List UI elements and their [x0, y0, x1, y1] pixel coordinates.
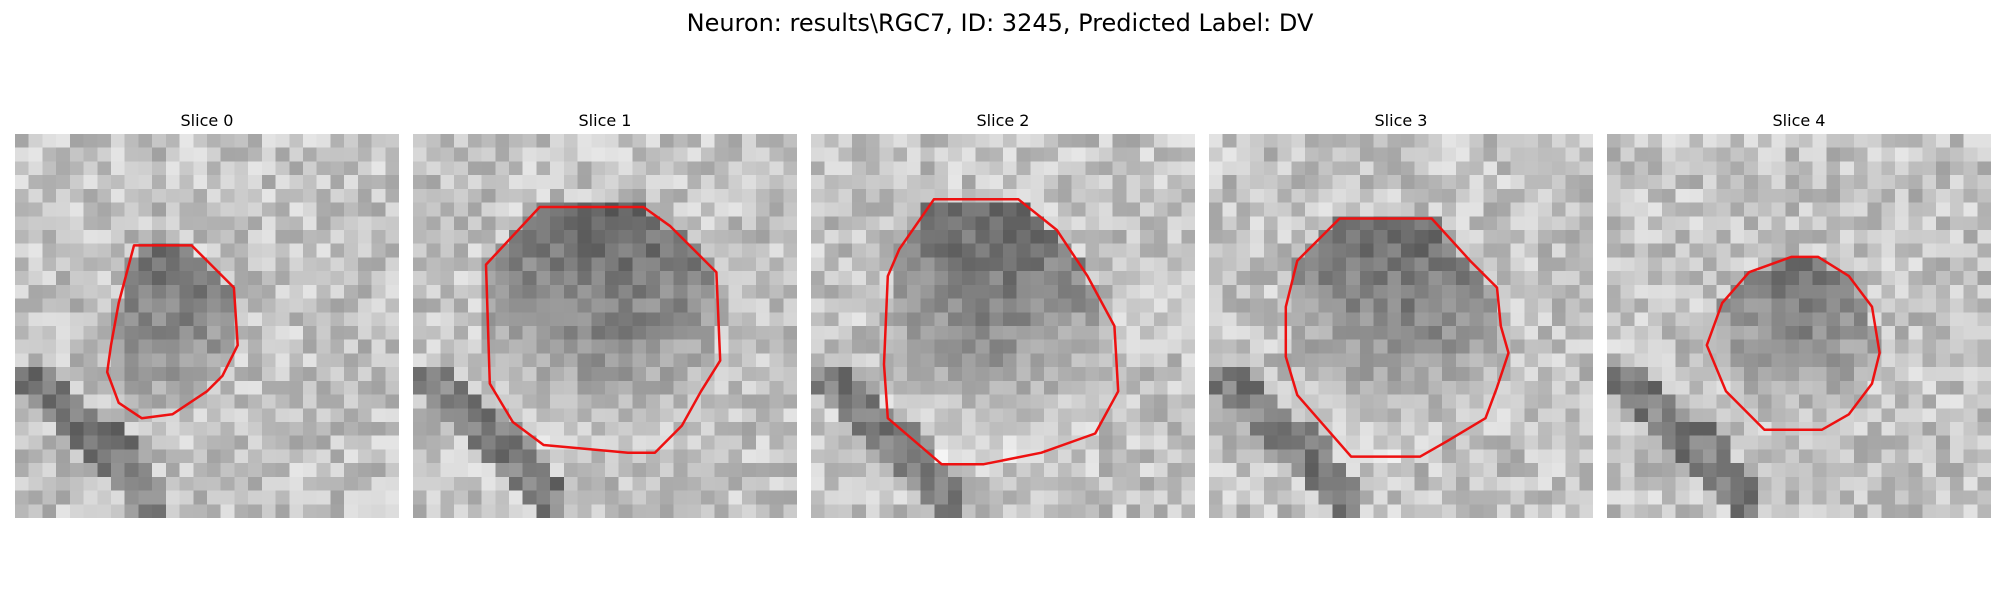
slice-pixels-3 [1209, 134, 1593, 518]
contour-overlay-0 [105, 244, 239, 420]
slice-image-2 [811, 134, 1195, 518]
figure-title: Neuron: results\RGC7, ID: 3245, Predicte… [686, 9, 1314, 37]
contour-overlay-2 [882, 198, 1120, 466]
slice-title-3: Slice 3 [1374, 111, 1428, 130]
slice-title-2: Slice 2 [976, 111, 1030, 130]
cell-contour-2 [882, 198, 1120, 466]
slice-panel-3: Slice 3 [1209, 110, 1593, 518]
slice-image-3 [1209, 134, 1593, 518]
slice-panel-2: Slice 2 [811, 110, 1195, 518]
contour-overlay-3 [1284, 217, 1510, 458]
slice-title-0: Slice 0 [180, 111, 234, 130]
cell-contour-3 [1284, 217, 1510, 458]
slice-pixels-0 [15, 134, 399, 518]
slice-pixels-1 [413, 134, 797, 518]
slice-image-1 [413, 134, 797, 518]
cell-contour-0 [105, 244, 239, 420]
slice-image-0 [15, 134, 399, 518]
contour-overlay-1 [484, 205, 722, 454]
slice-pixels-2 [811, 134, 1195, 518]
contour-overlay-4 [1705, 255, 1881, 431]
slice-panel-1: Slice 1 [413, 110, 797, 518]
slice-pixels-4 [1607, 134, 1991, 518]
slice-panel-0: Slice 0 [15, 110, 399, 518]
slice-title-4: Slice 4 [1772, 111, 1826, 130]
cell-contour-1 [484, 205, 722, 454]
slice-panel-4: Slice 4 [1607, 110, 1991, 518]
slice-title-1: Slice 1 [578, 111, 632, 130]
slice-image-4 [1607, 134, 1991, 518]
cell-contour-4 [1705, 255, 1881, 431]
